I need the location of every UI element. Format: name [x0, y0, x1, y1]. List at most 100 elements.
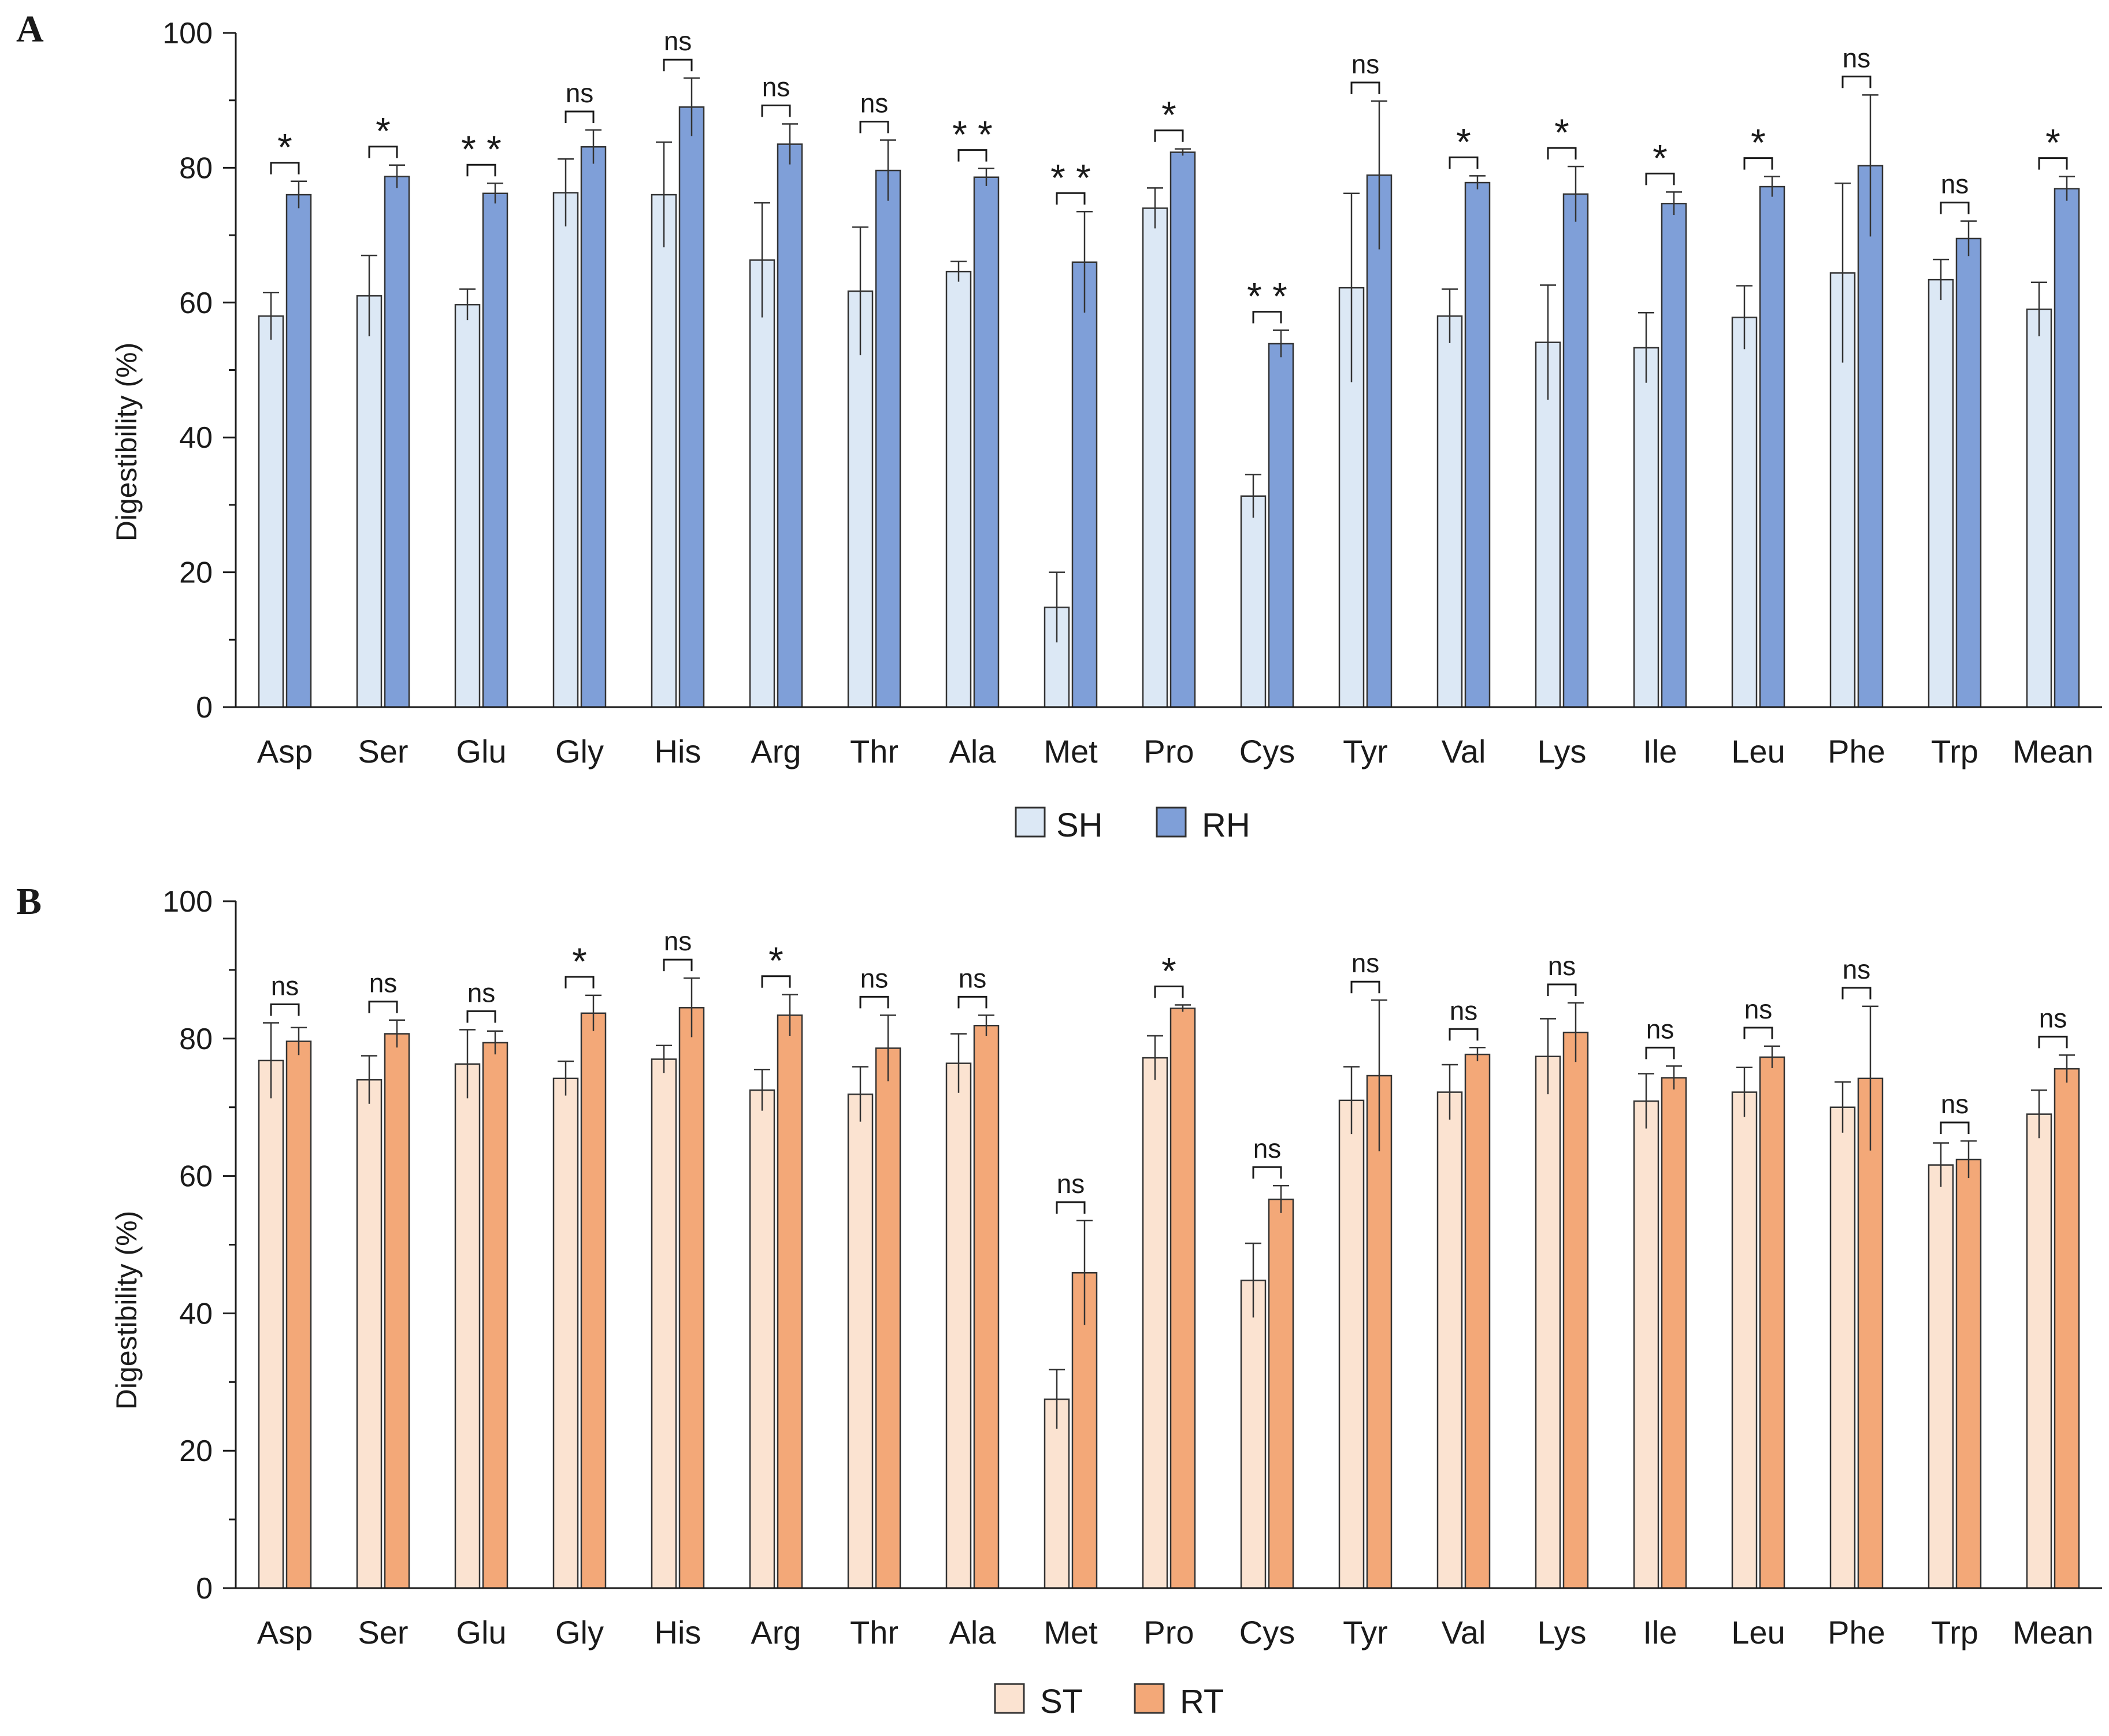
panel-a-sig-bracket-asp	[270, 162, 300, 174]
panel-b-sig-bracket-gly	[565, 976, 595, 988]
panel-b-bar-rt-asp	[285, 1040, 312, 1589]
panel-a-x-label-phe: Phe	[1828, 733, 1885, 770]
panel-b-x-label-val: Val	[1442, 1614, 1486, 1650]
panel-a-sig-label-met: * *	[1050, 156, 1091, 199]
panel-a-bar-sh-cys	[1240, 495, 1267, 708]
panel-b-sig-bracket-asp	[270, 1003, 300, 1016]
panel-a-bar-sh-gly	[552, 192, 579, 708]
panel-b-bar-st-lys	[1535, 1055, 1561, 1589]
panel-a-bar-sh-mean	[2026, 308, 2052, 708]
panel-a-y-tick-label-60: 60	[179, 287, 213, 320]
panel-a-sig-bracket-tyr	[1350, 81, 1380, 94]
panel-b-bar-st-glu	[454, 1063, 481, 1589]
panel-a-y-tick-label-100: 100	[162, 17, 213, 50]
panel-a-x-label-asp: Asp	[257, 733, 313, 770]
panel-b-y-tick-label-20: 20	[179, 1434, 213, 1468]
panel-a-x-label-ala: Ala	[949, 733, 997, 770]
panel-b-y-tick-label-0: 0	[196, 1572, 213, 1605]
panel-b-bar-rt-phe	[1857, 1077, 1884, 1589]
panel-b-plot: 0 20 40 60 80 100 ns Asp ns Ser ns Glu * Gly ns His * Arg…	[162, 885, 2102, 1650]
panel-a-x-label-tyr: Tyr	[1343, 733, 1388, 770]
panel-a-sig-label-glu: * *	[461, 128, 502, 170]
panel-a-sig-label-ile: *	[1653, 136, 1668, 179]
panel-b-sig-bracket-lys	[1547, 983, 1577, 996]
legend-label-st: ST	[1040, 1683, 1083, 1720]
panel-a-sig-bracket-ser	[368, 146, 398, 158]
panel-b-sig-bracket-ser	[368, 1001, 398, 1013]
panel-a-bar-rh-met	[1071, 261, 1098, 708]
panel-a-sig-label-cys: * *	[1247, 275, 1287, 318]
legend-label-sh: SH	[1056, 806, 1103, 844]
panel-b-sig-label-lys: ns	[1548, 951, 1576, 981]
panel-b-chart: B Digestibility (%) 0 20 40 60 80 100 ns Asp ns S…	[16, 880, 2102, 1720]
panel-b-bar-st-tyr	[1338, 1099, 1365, 1589]
panel-a-x-label-trp: Trp	[1931, 733, 1978, 770]
panel-a-sig-label-tyr: ns	[1351, 49, 1380, 79]
panel-b-sig-label-gly: *	[572, 940, 587, 983]
panel-a-sig-label-leu: *	[1751, 121, 1766, 164]
panel-b-bar-st-leu	[1731, 1091, 1758, 1589]
panel-a-x-label-pro: Pro	[1143, 733, 1194, 770]
panel-a-bar-sh-ile	[1633, 347, 1659, 708]
panel-b-sig-bracket-glu	[466, 1010, 496, 1023]
panel-a-sig-label-phe: ns	[1843, 43, 1871, 73]
panel-a-plot: 0 20 40 60 80 100 * Asp * Ser * * Glu ns Gly ns His ns Ar…	[162, 17, 2102, 770]
panel-a-sig-label-ser: *	[376, 110, 391, 153]
panel-b-sig-label-arg: *	[768, 939, 784, 982]
panel-b-bar-rt-glu	[482, 1042, 508, 1589]
panel-a-bar-sh-asp	[258, 315, 284, 708]
panel-b-sig-bracket-ala	[957, 995, 987, 1009]
panel-b-y-tick-label-40: 40	[179, 1297, 213, 1330]
panel-a-sig-label-asp: *	[277, 126, 292, 169]
panel-b-x-label-mean: Mean	[2013, 1614, 2093, 1650]
panel-a-x-label-arg: Arg	[751, 733, 801, 770]
panel-b-bar-rt-val	[1464, 1053, 1491, 1589]
panel-b-sig-label-val: ns	[1450, 995, 1478, 1025]
legend-swatch-sh	[1015, 806, 1046, 838]
panel-a-sig-label-gly: ns	[566, 78, 594, 108]
panel-b-bar-rt-trp	[1955, 1158, 1982, 1589]
panel-b-bar-rt-thr	[875, 1047, 901, 1589]
panel-a-sig-label-val: *	[1456, 120, 1471, 163]
panel-b-sig-label-asp: ns	[271, 971, 299, 1001]
legend-swatch-st	[994, 1683, 1025, 1714]
panel-b-bar-st-pro	[1142, 1057, 1168, 1589]
panel-b-bar-rt-lys	[1562, 1031, 1589, 1589]
panel-b-x-label-met: Met	[1044, 1614, 1098, 1650]
panel-b-sig-bracket-thr	[859, 995, 889, 1009]
panel-b-x-label-ser: Ser	[358, 1614, 408, 1650]
panel-b-x-label-ile: Ile	[1643, 1614, 1677, 1650]
panel-a-sig-bracket-gly	[565, 110, 595, 124]
panel-b-sig-label-ile: ns	[1646, 1014, 1674, 1044]
panel-a-x-label-ile: Ile	[1643, 733, 1677, 770]
panel-a-bar-sh-val	[1436, 315, 1463, 708]
panel-b-bar-rt-arg	[777, 1014, 803, 1589]
panel-a-x-label-thr: Thr	[850, 733, 898, 770]
panel-b-bar-rt-pro	[1169, 1008, 1196, 1589]
panel-a-label: A	[16, 8, 44, 50]
legend-swatch-rt	[1134, 1683, 1165, 1714]
panel-b-bar-st-arg	[749, 1089, 775, 1589]
panel-a-sig-bracket-thr	[859, 121, 889, 133]
panel-a-x-label-lys: Lys	[1537, 733, 1586, 770]
panel-a-bar-sh-arg	[749, 259, 775, 708]
panel-b-bar-st-ile	[1633, 1100, 1659, 1589]
panel-b-sig-bracket-trp	[1940, 1121, 1970, 1134]
panel-a-bar-rh-mean	[2054, 188, 2080, 708]
panel-a-y-tick-label-40: 40	[179, 421, 213, 455]
panel-b-sig-bracket-tyr	[1350, 980, 1380, 994]
panel-b-bar-st-val	[1436, 1091, 1463, 1589]
panel-a-bar-sh-trp	[1928, 278, 1954, 708]
panel-b-bar-rt-ile	[1661, 1077, 1687, 1589]
panel-a-sig-bracket-val	[1449, 156, 1479, 169]
panel-a-bar-rh-cys	[1268, 343, 1294, 708]
panel-a-bar-rh-ile	[1661, 203, 1687, 708]
panel-b-label: B	[16, 880, 42, 923]
panel-a-x-label-gly: Gly	[555, 733, 604, 770]
panel-b-bar-st-ser	[356, 1079, 383, 1589]
panel-b-bar-st-asp	[258, 1060, 284, 1589]
panel-b-sig-label-his: ns	[664, 926, 692, 956]
panel-a-sig-label-thr: ns	[860, 88, 889, 118]
panel-b-sig-label-ala: ns	[959, 963, 987, 993]
panel-a-sig-bracket-mean	[2038, 157, 2068, 170]
